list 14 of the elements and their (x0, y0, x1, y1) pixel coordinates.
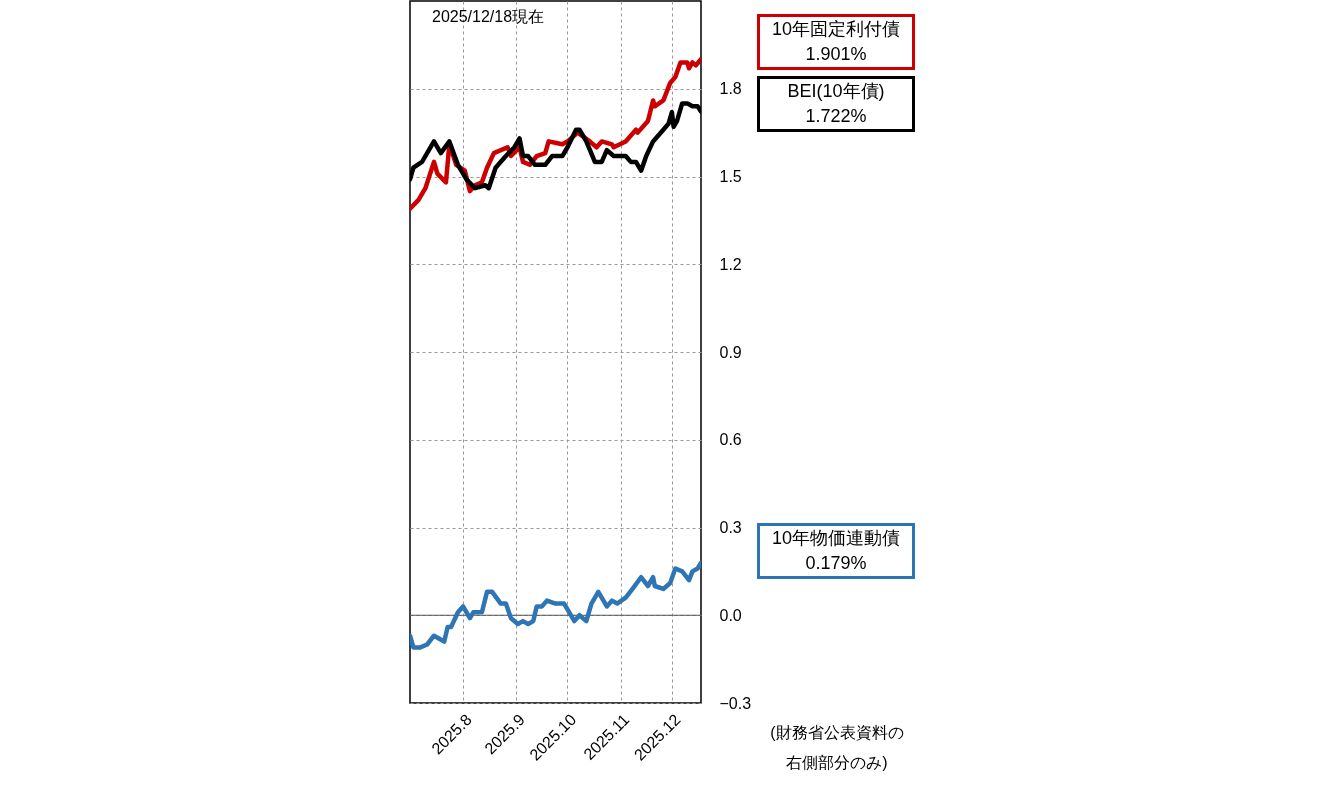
y-tick-label: 1.8 (719, 80, 742, 98)
label-frame: BEI(10年債) 1.722% (757, 76, 915, 133)
annotation: 2025/12/18現在 (432, 7, 545, 27)
line-series (410, 560, 701, 650)
y-tick-label: −0.3 (719, 694, 752, 712)
label-frame: 10年物価連動債 0.179% (757, 522, 915, 579)
text: (財務省公表資料の右側部分のみ) (769, 723, 905, 773)
y-tick-label: 0.9 (719, 343, 742, 361)
y-tick-label: 1.5 (719, 168, 742, 185)
y-tick-label: 0.6 (719, 431, 742, 449)
y-tick-label: 1.2 (719, 255, 742, 273)
y-tick-label: 0.3 (719, 519, 742, 536)
label-frame: 10年固定利付債 1.901% (757, 14, 915, 71)
y-tick-label: 0.0 (719, 606, 742, 624)
